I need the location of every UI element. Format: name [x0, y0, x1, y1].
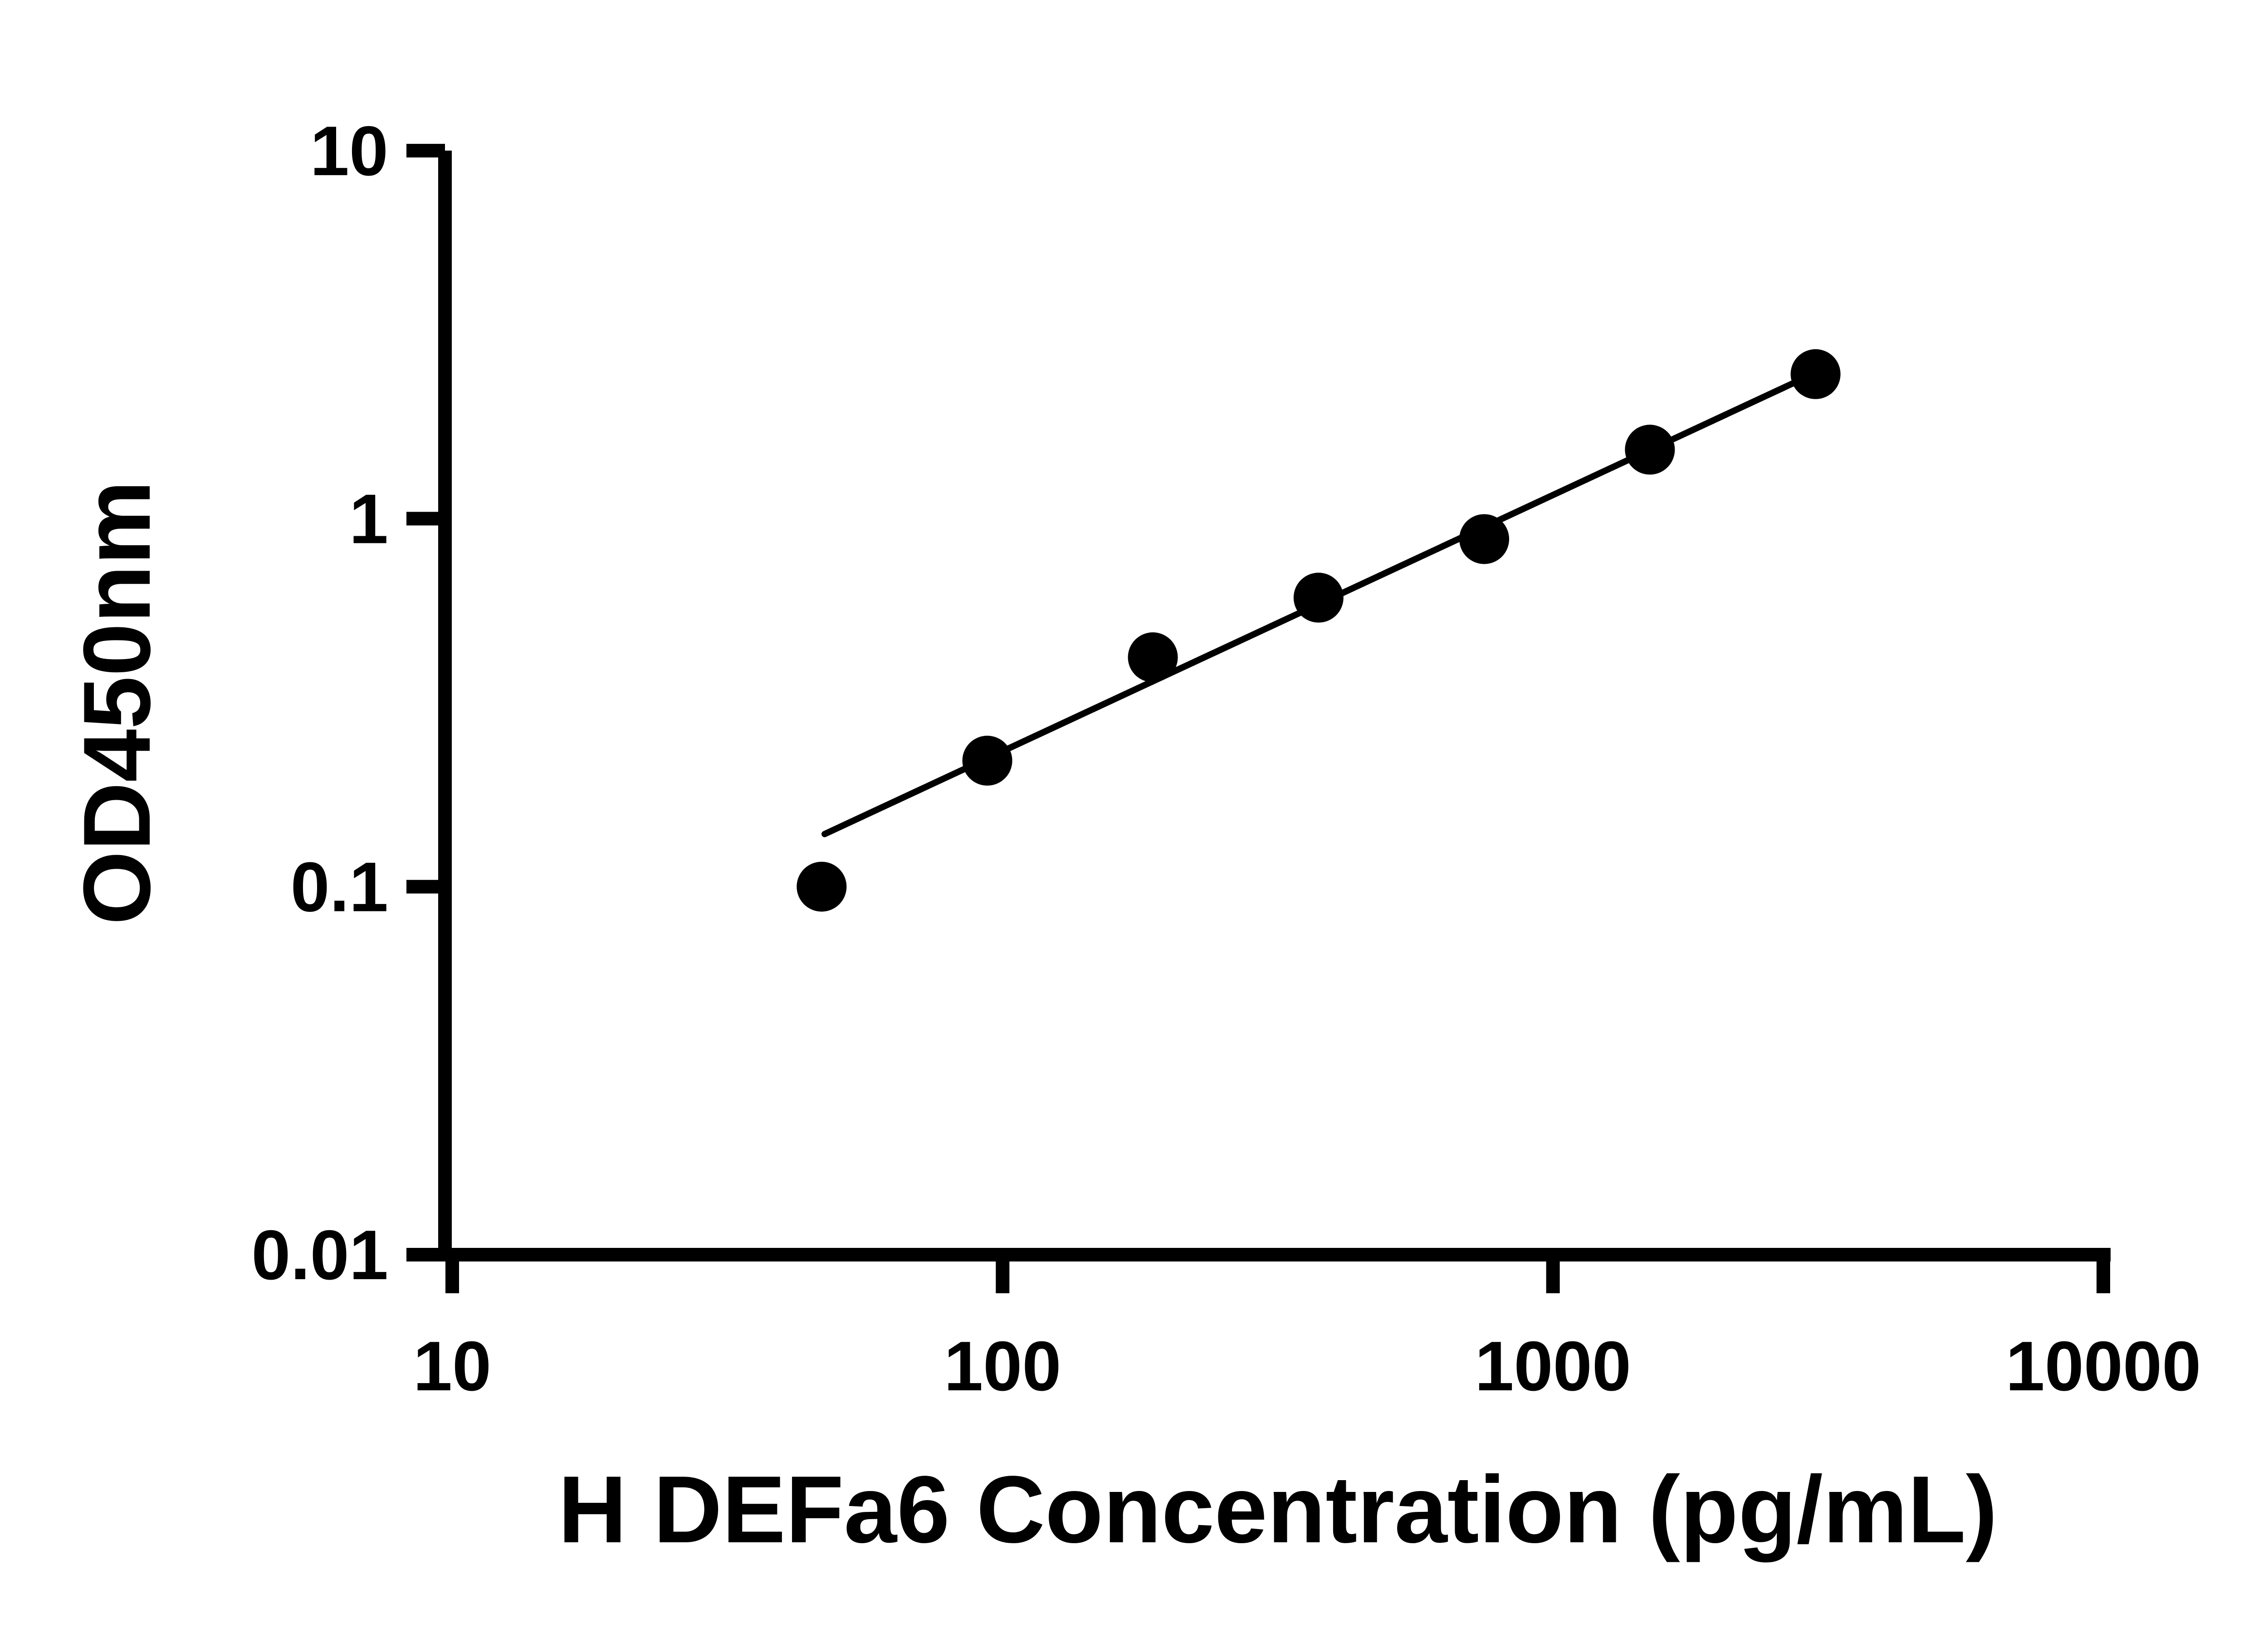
- ticks-layer: [406, 144, 2110, 1293]
- x-tick-label: 100: [944, 1327, 1061, 1405]
- data-point: [1128, 632, 1178, 683]
- tick-labels-layer: 0.01 0.1 1 10 10 100 1000 10000: [251, 112, 2201, 1405]
- data-point: [1293, 572, 1344, 623]
- x-tick-label: 10000: [2005, 1327, 2201, 1405]
- data-point: [1625, 425, 1675, 475]
- x-axis-title: H DEFa6 Concentration (pg/mL): [558, 1456, 1997, 1563]
- y-tick-label: 10: [310, 112, 388, 190]
- data-points-layer: [797, 349, 1841, 912]
- y-tick-label: 0.1: [291, 848, 388, 926]
- data-point: [962, 735, 1012, 786]
- x-tick-label: 10: [413, 1327, 491, 1405]
- y-tick-label: 1: [349, 479, 388, 558]
- axis-frame: [438, 151, 2111, 1261]
- y-axis-title: OD450nm: [64, 480, 170, 925]
- data-point: [797, 861, 847, 912]
- x-tick-label: 1000: [1475, 1327, 1631, 1405]
- data-point: [1459, 514, 1510, 564]
- data-point: [1790, 349, 1841, 399]
- y-tick-label: 0.01: [251, 1216, 388, 1294]
- axes-layer: [438, 151, 2111, 1261]
